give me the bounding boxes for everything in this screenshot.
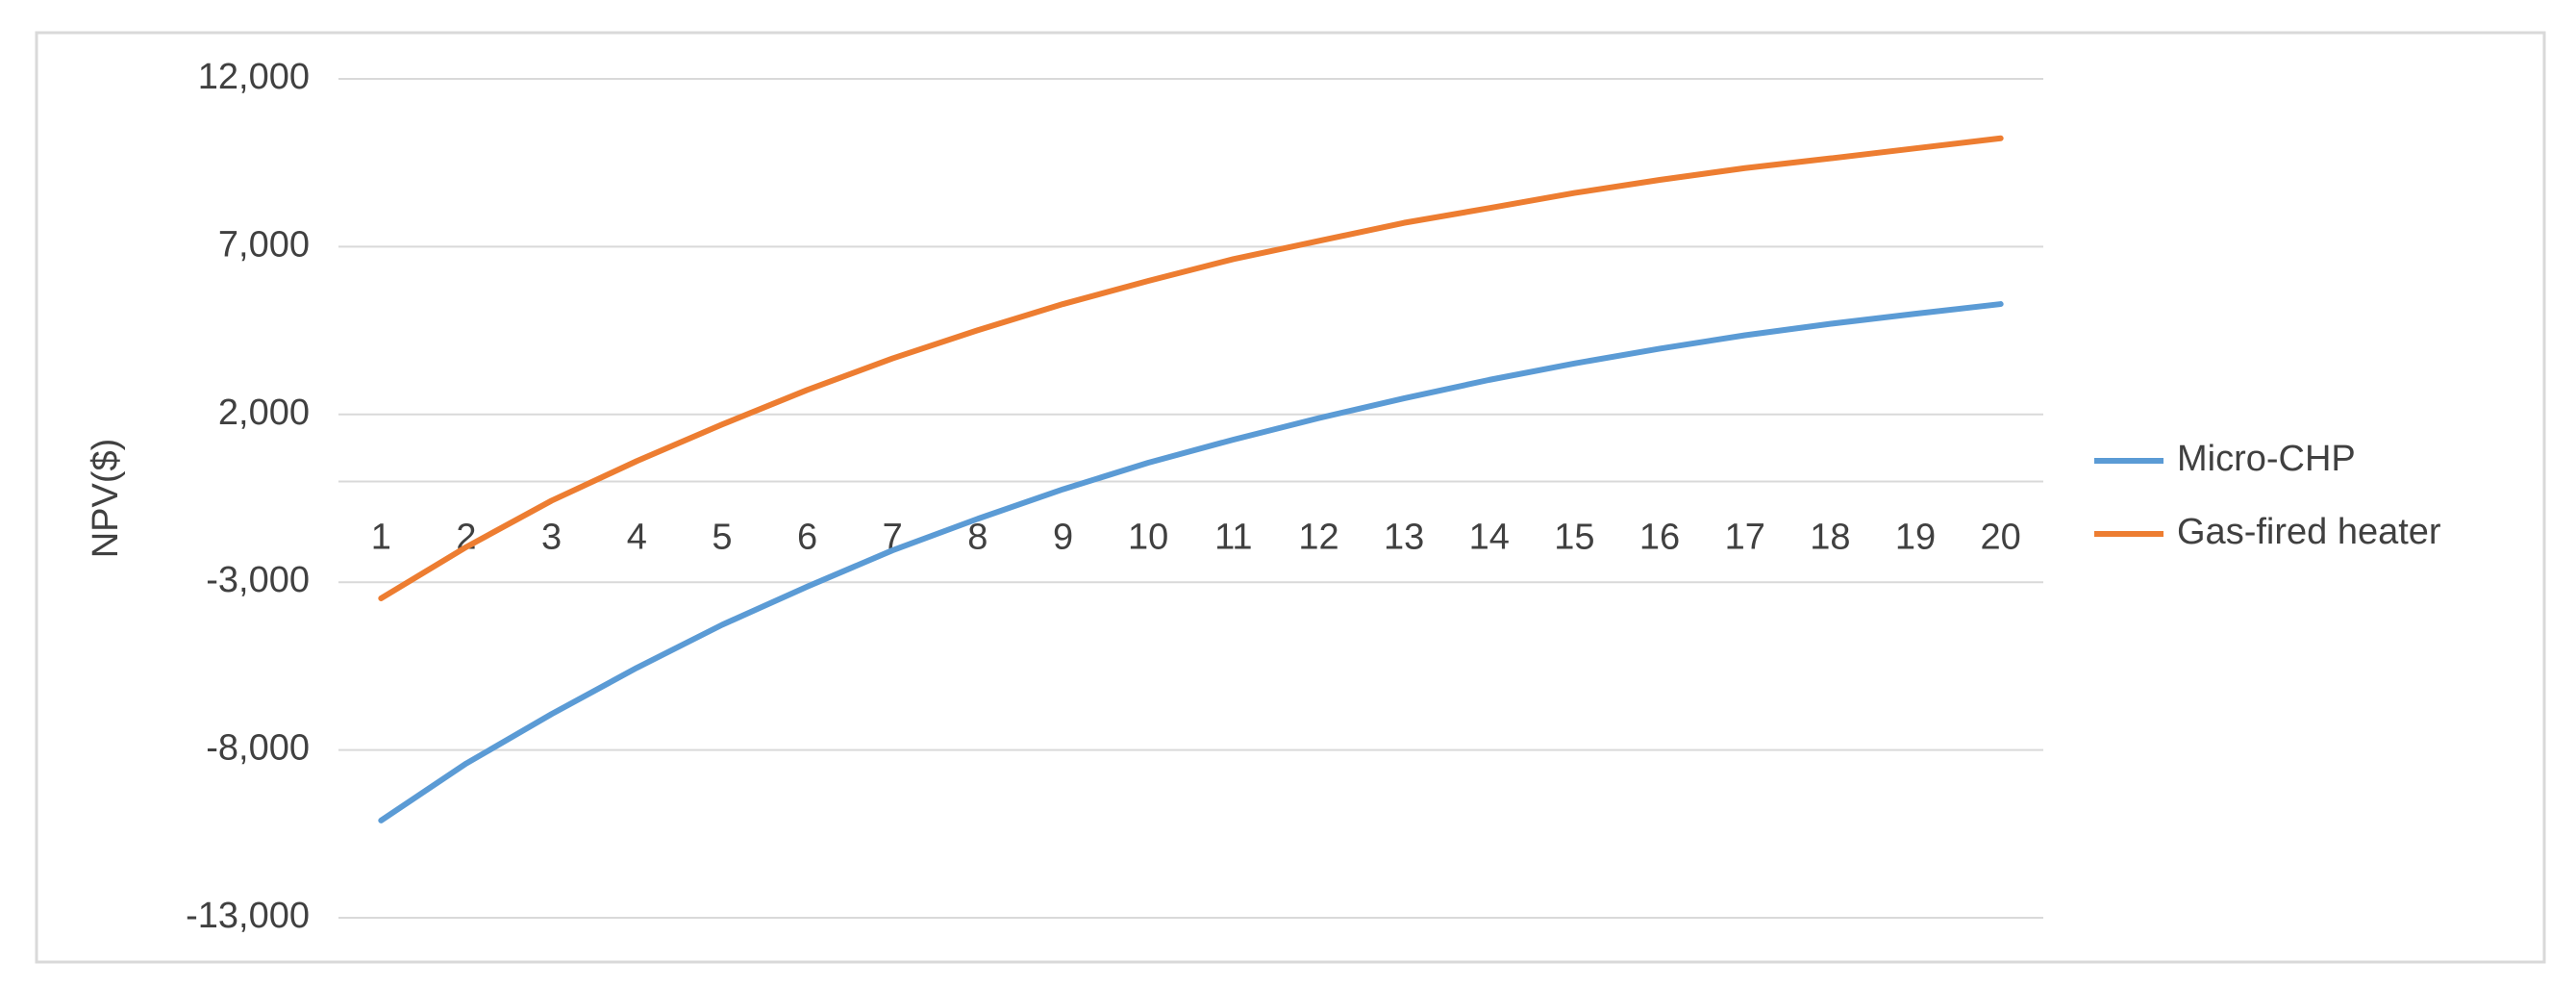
y-tick-label: 2,000: [218, 393, 310, 433]
x-tick-label: 10: [1128, 518, 1168, 558]
x-tick-label: 6: [797, 518, 817, 558]
y-tick-label: 12,000: [198, 57, 310, 97]
x-tick-label: 11: [1214, 518, 1252, 558]
series-line: [378, 301, 2004, 823]
y-axis-label: NPV($): [86, 439, 126, 559]
x-tick-label: 16: [1639, 518, 1680, 558]
x-tick-label: 4: [627, 518, 647, 558]
y-tick-label: -13,000: [186, 896, 310, 936]
y-tick-label: -3,000: [206, 560, 310, 600]
x-tick-label: 12: [1298, 518, 1338, 558]
x-tick-label: 5: [712, 518, 732, 558]
legend-label: Micro-CHP: [2177, 439, 2356, 479]
x-tick-label: 20: [1981, 518, 2021, 558]
x-tick-label: 13: [1384, 518, 1424, 558]
x-tick-label: 1: [371, 518, 391, 558]
x-tick-label: 17: [1725, 518, 1765, 558]
legend-label: Gas-fired heater: [2177, 512, 2441, 552]
x-tick-label: 18: [1810, 518, 1850, 558]
x-tick-label: 3: [541, 518, 562, 558]
x-tick-label: 14: [1469, 518, 1510, 558]
x-tick-label: 15: [1554, 518, 1594, 558]
x-tick-label: 9: [1053, 518, 1073, 558]
y-tick-label: -8,000: [206, 728, 310, 769]
series-line: [378, 135, 2004, 601]
x-tick-label: 8: [967, 518, 988, 558]
x-tick-label: 19: [1895, 518, 1936, 558]
chart-frame: [35, 31, 2546, 964]
y-tick-label: 7,000: [218, 224, 310, 265]
